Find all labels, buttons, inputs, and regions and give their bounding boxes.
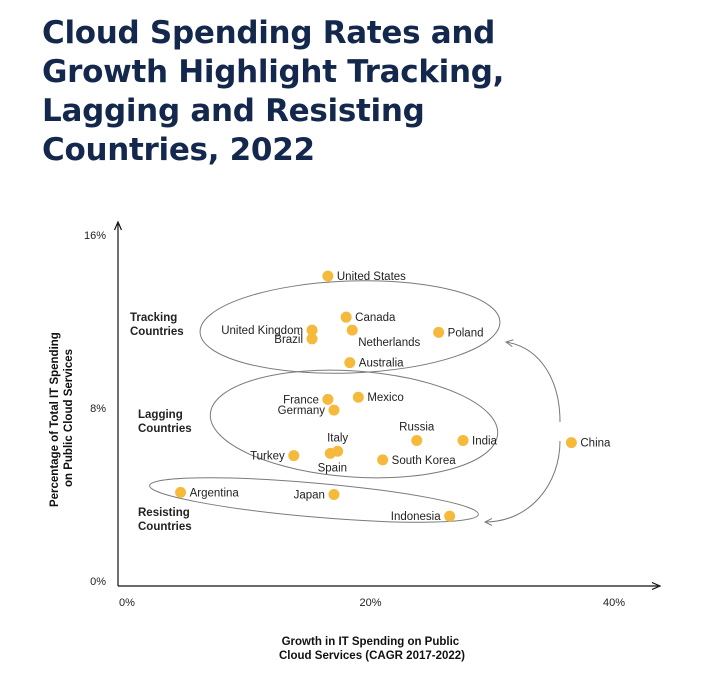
point-label: Italy (327, 432, 348, 444)
y-tick-label: 0% (90, 576, 106, 588)
point-label: Russia (399, 421, 435, 433)
point-label: South Korea (392, 455, 457, 467)
x-axis-title-line: Growth in IT Spending on Public (282, 636, 460, 648)
point-label: France (283, 394, 319, 406)
title-line: Cloud Spending Rates and (42, 15, 496, 51)
data-point (344, 357, 356, 369)
data-point (328, 489, 340, 500)
point-label: India (472, 435, 498, 447)
y-axis-arrow (113, 220, 123, 231)
y-axis-title-line: on Public Cloud Services (63, 349, 75, 487)
point-label: Turkey (250, 451, 285, 463)
data-point (346, 324, 358, 336)
data-point (352, 391, 364, 403)
group-label-lagging: Lagging Countries (138, 409, 192, 435)
x-tick-label: 40% (603, 597, 625, 609)
point-label: United Kingdom (221, 325, 303, 337)
point-label: Indonesia (391, 511, 441, 523)
data-point (328, 404, 340, 416)
data-point (457, 434, 469, 446)
data-point (444, 510, 456, 522)
point-label: Germany (278, 405, 326, 417)
data-point (288, 450, 300, 462)
title-line: Countries, 2022 (42, 132, 315, 168)
resisting-group-outline (149, 477, 479, 523)
data-point (322, 270, 334, 282)
tracking-group-outline (199, 280, 501, 374)
y-axis-title: Percentage of Total IT Spending on Publi… (49, 329, 75, 507)
point-label: Netherlands (358, 337, 420, 349)
point-label: China (580, 438, 611, 450)
data-point (306, 324, 318, 336)
data-point (175, 486, 187, 498)
title-line: Growth Highlight Tracking, (42, 54, 505, 90)
point-label: Canada (355, 312, 396, 324)
data-point (411, 434, 423, 446)
x-axis-title: Growth in IT Spending on Public Cloud Se… (279, 636, 465, 662)
x-axis-title-line: Cloud Services (CAGR 2017-2022) (279, 650, 465, 662)
point-label: Mexico (367, 392, 403, 404)
point-label: Poland (448, 327, 484, 339)
data-point (322, 393, 334, 405)
title-line: Lagging and Resisting (42, 93, 425, 129)
group-label-tracking: Tracking Countries (130, 312, 184, 338)
group-label-resisting: Resisting Countries (138, 507, 193, 533)
point-label: Spain (318, 462, 347, 474)
data-point (565, 437, 577, 449)
y-tick-label: 16% (84, 230, 106, 242)
x-axis-arrow (651, 581, 662, 591)
point-label: Argentina (190, 487, 240, 499)
lagging-group-outline (209, 369, 499, 479)
data-point (306, 333, 318, 345)
data-point (324, 447, 336, 459)
chart-title: Cloud Spending Rates and Growth Highligh… (42, 14, 602, 170)
point-label: United States (337, 271, 406, 283)
axis-ticks: 0% 20% 40% 0% 8% 16% (84, 230, 625, 609)
china-arrow-down (485, 440, 561, 522)
point-label: Japan (294, 490, 325, 502)
point-label: Australia (359, 358, 404, 370)
china-arrow-up (506, 342, 561, 423)
y-tick-label: 8% (90, 403, 106, 415)
data-point (433, 326, 445, 338)
data-points: United States Canada United Kingdom Netherl… (175, 270, 611, 523)
x-tick-label: 0% (119, 597, 135, 609)
group-outlines (149, 280, 501, 523)
point-label: Brazil (274, 334, 303, 346)
y-axis-title-line: Percentage of Total IT Spending (49, 332, 61, 507)
data-point (377, 454, 389, 466)
data-point (340, 311, 352, 323)
x-tick-label: 20% (359, 597, 381, 609)
